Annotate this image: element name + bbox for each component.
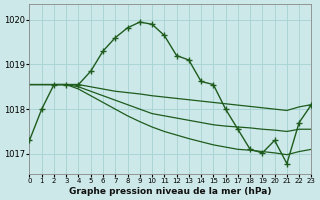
X-axis label: Graphe pression niveau de la mer (hPa): Graphe pression niveau de la mer (hPa)	[69, 187, 272, 196]
